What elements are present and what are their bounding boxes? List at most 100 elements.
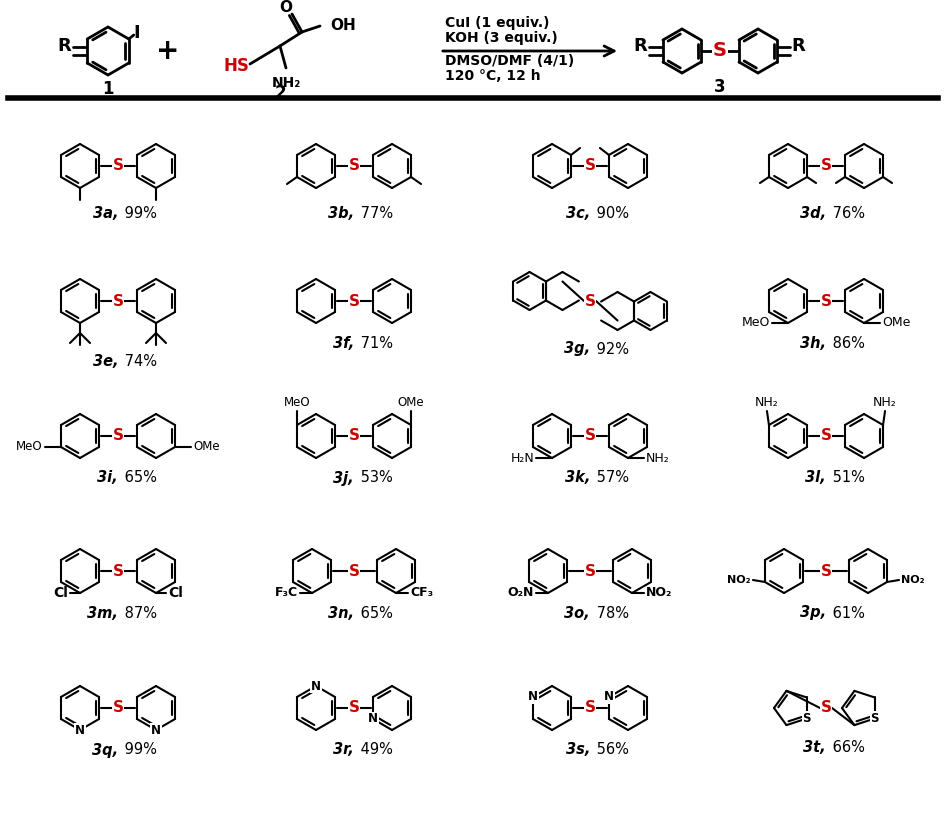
Text: OMe: OMe	[193, 441, 219, 453]
Text: S: S	[585, 293, 595, 308]
Text: 3l,: 3l,	[805, 471, 826, 486]
Text: 49%: 49%	[356, 742, 393, 757]
Text: 3g,: 3g,	[564, 341, 590, 356]
Text: 3t,: 3t,	[803, 741, 826, 756]
Text: S: S	[348, 429, 359, 444]
Text: 87%: 87%	[120, 605, 157, 620]
Text: 3f,: 3f,	[333, 335, 354, 350]
Text: NH₂: NH₂	[272, 76, 301, 90]
Text: O₂N: O₂N	[508, 587, 534, 599]
Text: 65%: 65%	[120, 471, 157, 486]
Text: 77%: 77%	[356, 206, 394, 222]
Text: Cl: Cl	[168, 586, 183, 600]
Text: 3c,: 3c,	[566, 206, 590, 222]
Text: HS: HS	[223, 57, 249, 75]
Text: H₂N: H₂N	[510, 451, 534, 465]
Text: OH: OH	[330, 18, 356, 33]
Text: 1: 1	[102, 80, 114, 98]
Text: S: S	[113, 701, 124, 716]
Text: 3o,: 3o,	[565, 605, 590, 620]
Text: NH₂: NH₂	[755, 396, 779, 409]
Text: NO₂: NO₂	[901, 575, 924, 585]
Text: 99%: 99%	[120, 742, 157, 757]
Text: S: S	[113, 293, 124, 308]
Text: OMe: OMe	[882, 317, 910, 329]
Text: 74%: 74%	[120, 354, 157, 369]
Text: N: N	[528, 691, 538, 704]
Text: 71%: 71%	[356, 335, 393, 350]
Text: S: S	[870, 712, 879, 725]
Text: O: O	[279, 1, 292, 16]
Text: 3d,: 3d,	[800, 206, 826, 222]
Text: KOH (3 equiv.): KOH (3 equiv.)	[445, 31, 558, 45]
Text: N: N	[604, 691, 614, 704]
Text: 86%: 86%	[828, 335, 865, 350]
Text: NH₂: NH₂	[646, 451, 670, 465]
Text: S: S	[585, 159, 595, 174]
Text: 3b,: 3b,	[328, 206, 354, 222]
Text: 51%: 51%	[828, 471, 865, 486]
Text: R: R	[633, 37, 647, 55]
Text: S: S	[348, 701, 359, 716]
Text: S: S	[585, 563, 595, 579]
Text: R: R	[57, 37, 71, 55]
Text: DMSO/DMF (4/1): DMSO/DMF (4/1)	[445, 54, 574, 68]
Text: 66%: 66%	[828, 741, 865, 756]
Text: N: N	[151, 723, 161, 737]
Text: S: S	[820, 159, 832, 174]
Text: S: S	[820, 429, 832, 444]
Text: NO₂: NO₂	[727, 575, 751, 585]
Text: 3i,: 3i,	[97, 471, 118, 486]
Text: N: N	[368, 712, 378, 726]
Text: 2: 2	[274, 84, 286, 102]
Text: F₃C: F₃C	[275, 587, 298, 599]
Text: S: S	[113, 429, 124, 444]
Text: 92%: 92%	[592, 341, 629, 356]
Text: S: S	[820, 563, 832, 579]
Text: S: S	[820, 293, 832, 308]
Text: 3r,: 3r,	[333, 742, 354, 757]
Text: MeO: MeO	[284, 396, 310, 409]
Text: R: R	[791, 37, 805, 55]
Text: 90%: 90%	[592, 206, 629, 222]
Text: 99%: 99%	[120, 206, 157, 222]
Text: S: S	[802, 712, 811, 725]
Text: 78%: 78%	[592, 605, 629, 620]
Text: S: S	[348, 563, 359, 579]
Text: 3k,: 3k,	[565, 471, 590, 486]
Text: S: S	[585, 701, 595, 716]
Text: N: N	[75, 723, 85, 737]
Text: 57%: 57%	[592, 471, 629, 486]
Text: 3m,: 3m,	[87, 605, 118, 620]
Text: MeO: MeO	[16, 441, 43, 453]
Text: 3h,: 3h,	[800, 335, 826, 350]
Text: MeO: MeO	[742, 317, 770, 329]
Text: 3s,: 3s,	[566, 742, 590, 757]
Text: 65%: 65%	[356, 605, 393, 620]
Text: S: S	[113, 563, 124, 579]
Text: CF₃: CF₃	[410, 587, 433, 599]
Text: 3j,: 3j,	[333, 471, 354, 486]
Text: 3: 3	[714, 78, 726, 96]
Text: S: S	[348, 293, 359, 308]
Text: 53%: 53%	[356, 471, 393, 486]
Text: +: +	[156, 37, 180, 65]
Text: 120 °C, 12 h: 120 °C, 12 h	[445, 69, 540, 83]
Text: I: I	[133, 24, 140, 42]
Text: OMe: OMe	[397, 396, 425, 409]
Text: N: N	[311, 680, 321, 692]
Text: S: S	[713, 42, 727, 60]
Text: S: S	[348, 159, 359, 174]
Text: 56%: 56%	[592, 742, 629, 757]
Text: 61%: 61%	[828, 605, 865, 620]
Text: 76%: 76%	[828, 206, 865, 222]
Text: 3n,: 3n,	[328, 605, 354, 620]
Text: NH₂: NH₂	[873, 396, 897, 409]
Text: 3q,: 3q,	[92, 742, 118, 757]
Text: 3p,: 3p,	[800, 605, 826, 620]
Text: S: S	[585, 429, 595, 444]
Text: Cl: Cl	[53, 586, 68, 600]
Text: NO₂: NO₂	[646, 587, 673, 599]
Text: S: S	[820, 701, 832, 716]
Text: S: S	[113, 159, 124, 174]
